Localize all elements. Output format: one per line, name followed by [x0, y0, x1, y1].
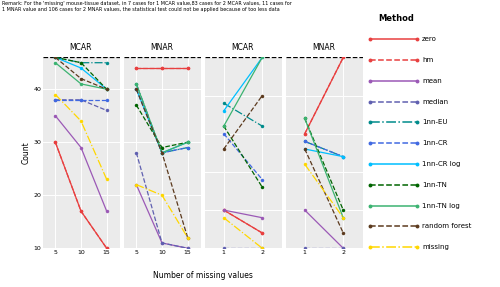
- Text: MNAR: MNAR: [312, 42, 336, 52]
- Text: median: median: [422, 98, 448, 104]
- Y-axis label: Count: Count: [22, 141, 30, 164]
- Text: MNAR: MNAR: [150, 42, 174, 52]
- Text: human plasma: human plasma: [130, 18, 194, 28]
- Text: 1nn-TN log: 1nn-TN log: [422, 203, 460, 209]
- Text: 1nn-EU: 1nn-EU: [422, 119, 448, 125]
- Text: mouse-tissue: mouse-tissue: [295, 18, 353, 28]
- Text: random forest: random forest: [422, 224, 472, 230]
- Text: 1nn-CR: 1nn-CR: [422, 140, 448, 146]
- Text: mean: mean: [422, 78, 442, 84]
- Text: human plasma: human plasma: [50, 18, 112, 28]
- Text: mouse-tissue: mouse-tissue: [214, 18, 272, 28]
- Text: Number of missing values: Number of missing values: [152, 271, 252, 280]
- Text: zero: zero: [422, 36, 437, 42]
- Text: Method: Method: [378, 14, 414, 23]
- Text: missing: missing: [422, 244, 449, 250]
- Text: 1nn-CR log: 1nn-CR log: [422, 161, 461, 167]
- Text: MCAR: MCAR: [70, 42, 92, 52]
- Text: 1nn-TN: 1nn-TN: [422, 182, 447, 188]
- Text: Remark: For the 'missing' mouse-tissue dataset, in 7 cases for 1 MCAR value,83 c: Remark: For the 'missing' mouse-tissue d…: [2, 1, 292, 12]
- Text: hm: hm: [422, 57, 434, 63]
- Text: MCAR: MCAR: [232, 42, 254, 52]
